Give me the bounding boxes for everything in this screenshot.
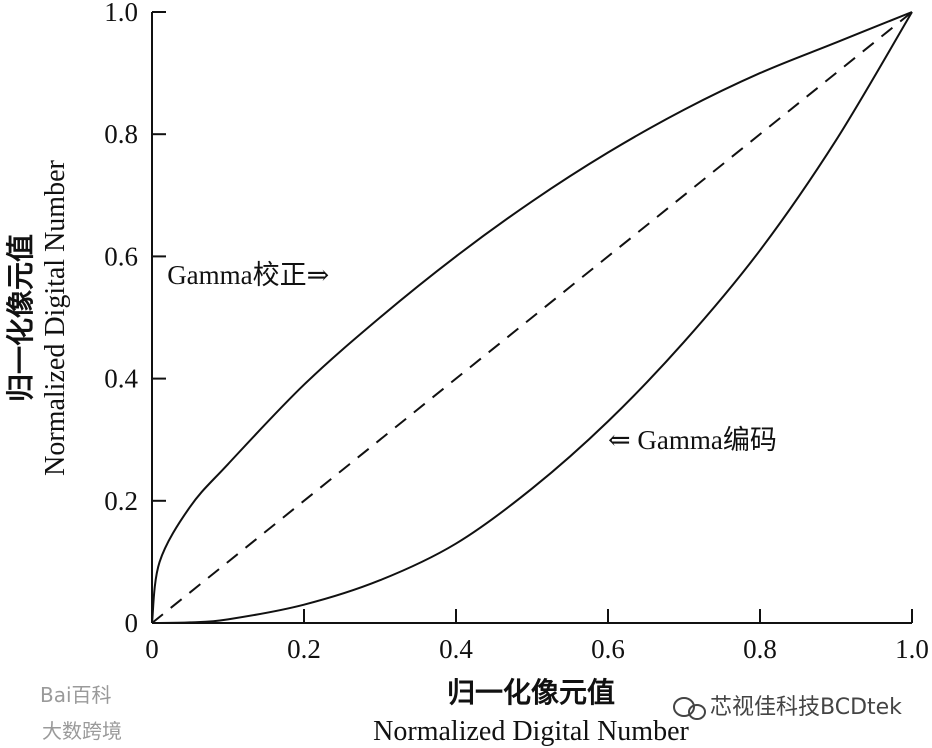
y-tick-label: 0.6 — [104, 241, 138, 271]
x-tick-label: 0.4 — [439, 634, 473, 664]
wechat-icon — [673, 697, 706, 720]
x-tick-label: 0.8 — [743, 634, 777, 664]
y-axis-label-en: Normalized Digital Number — [40, 159, 71, 475]
annotation-gamma-encoding: ⇐ Gamma编码 — [608, 425, 777, 455]
ticks — [151, 11, 913, 624]
watermark-right: 芯视佳科技BCDtek — [710, 695, 902, 720]
x-tick-label: 0.6 — [591, 634, 625, 664]
annotation-gamma-correction: Gamma校正⇒ — [167, 260, 329, 290]
gamma-encoding-curve — [151, 11, 913, 624]
x-axis-label-cn: 归一化像元值 — [447, 676, 615, 709]
identity-dashed-line — [151, 11, 913, 624]
y-tick-label: 1.0 — [104, 0, 138, 27]
x-tick-label: 0.2 — [287, 634, 321, 664]
series-group — [151, 11, 913, 624]
watermark-left-top: Bai百科 — [40, 683, 112, 707]
y-tick-label: 0.2 — [104, 486, 138, 516]
y-tick-label: 0.4 — [104, 364, 138, 394]
axes — [151, 12, 912, 624]
tick-labels: 0 0.2 0.4 0.6 0.8 1.0 0 0.2 0.4 0.6 0.8 1.0 — [104, 0, 929, 664]
x-tick-label: 1.0 — [895, 634, 929, 664]
watermark-left-bottom: 大数跨境 — [42, 719, 122, 743]
y-axis-label-cn: 归一化像元值 — [4, 234, 37, 402]
y-tick-label: 0 — [125, 608, 139, 638]
y-tick-label: 0.8 — [104, 119, 138, 149]
annotations: Gamma校正⇒ ⇐ Gamma编码 — [167, 260, 777, 455]
x-tick-label: 0 — [145, 634, 159, 664]
gamma-correction-curve — [151, 11, 913, 624]
x-axis-label-en: Normalized Digital Number — [373, 716, 689, 747]
